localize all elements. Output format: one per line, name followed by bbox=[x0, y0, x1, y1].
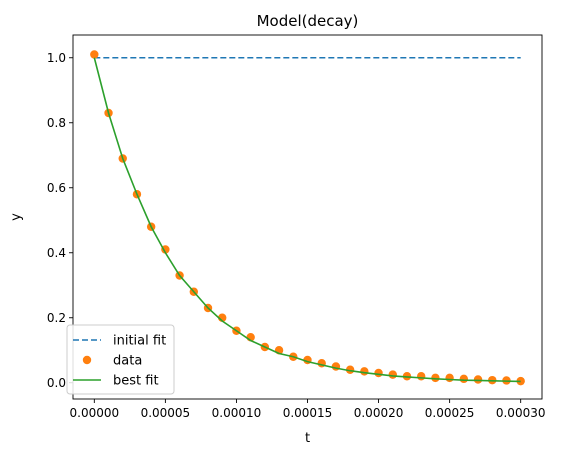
data-point bbox=[416, 372, 426, 381]
legend-label: data bbox=[113, 354, 142, 369]
data-point bbox=[388, 370, 397, 379]
x-tick-label: 0.00020 bbox=[354, 406, 404, 420]
y-tick-label: 0.8 bbox=[47, 116, 66, 130]
legend-label: best fit bbox=[113, 374, 159, 389]
legend-box bbox=[66, 324, 175, 395]
y-tick-label: 1.0 bbox=[47, 51, 66, 65]
y-axis-title: y bbox=[9, 213, 24, 221]
x-axis-title: t bbox=[305, 431, 310, 446]
data-point bbox=[459, 374, 469, 384]
legend-label: initial fit bbox=[113, 334, 166, 349]
data-point bbox=[431, 373, 440, 383]
y-tick-label: 0.6 bbox=[47, 181, 66, 195]
data-point bbox=[374, 368, 383, 378]
y-axis-ticks: 0.0 0.2 0.4 0.6 0.8 1.0 bbox=[47, 51, 73, 390]
chart-title: Model(decay) bbox=[257, 12, 359, 30]
y-tick-label: 0.2 bbox=[47, 311, 66, 325]
best-fit-line bbox=[93, 57, 521, 383]
data-point bbox=[90, 50, 99, 59]
plot-area bbox=[90, 50, 525, 386]
x-tick-label: 0.00015 bbox=[283, 406, 333, 420]
x-tick-label: 0.00030 bbox=[496, 406, 546, 420]
x-tick-label: 0.00005 bbox=[141, 406, 191, 420]
data-point bbox=[445, 373, 454, 383]
data-point bbox=[345, 365, 355, 374]
x-tick-label: 0.00000 bbox=[70, 406, 120, 420]
legend-swatch bbox=[82, 355, 92, 365]
y-tick-label: 0.0 bbox=[47, 376, 66, 390]
data-point bbox=[473, 375, 483, 384]
y-tick-label: 0.4 bbox=[47, 246, 66, 260]
legend: initial fit data best fit bbox=[66, 324, 175, 395]
x-axis-ticks: 0.00000 0.00005 0.00010 0.00015 0.00020 0.000… bbox=[70, 399, 546, 420]
x-tick-label: 0.00025 bbox=[425, 406, 475, 420]
data-point bbox=[360, 367, 369, 376]
x-tick-label: 0.00010 bbox=[212, 406, 262, 420]
